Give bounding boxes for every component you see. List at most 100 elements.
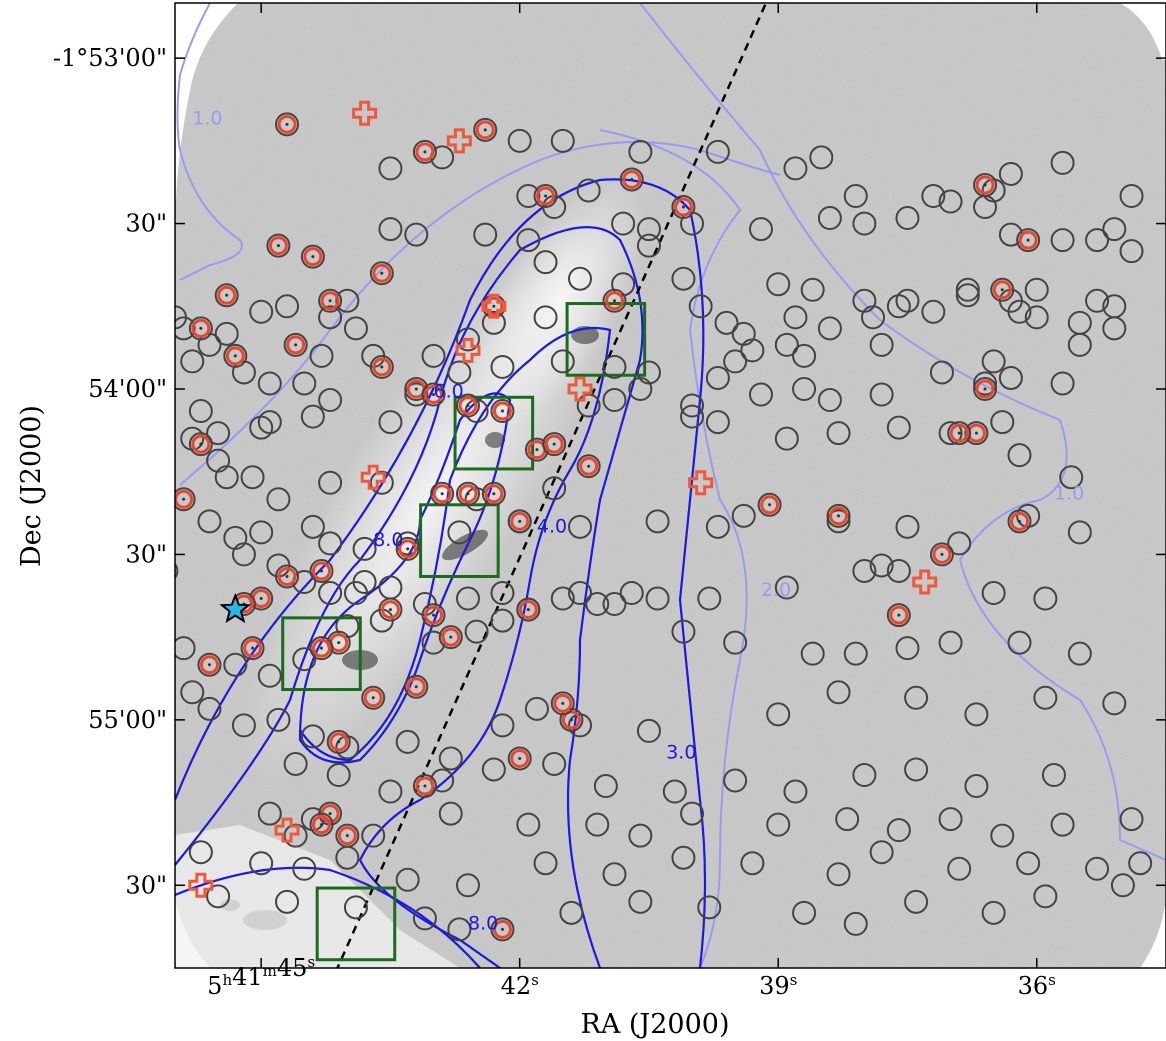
detected-source-marker (369, 354, 394, 379)
source-circle (1059, 465, 1084, 490)
contour-label: 2.0 (761, 579, 791, 601)
source-circle (378, 156, 403, 181)
source-circle (1067, 332, 1092, 357)
source-circle (490, 354, 515, 379)
source-circle (826, 509, 851, 534)
source-circle (326, 763, 351, 787)
source-circle (568, 266, 593, 291)
source-circle (792, 377, 817, 401)
source-circle (175, 316, 196, 341)
source-circle (826, 680, 851, 705)
detected-source-marker (197, 652, 222, 677)
source-circle (318, 581, 343, 606)
source-circle (817, 388, 842, 413)
source-circle (1119, 184, 1144, 208)
source-circle (774, 575, 799, 600)
source-circle (826, 421, 851, 446)
source-circle (964, 702, 989, 727)
cross-marker (188, 872, 214, 898)
source-circle (843, 184, 868, 208)
source-circle (1050, 150, 1075, 175)
source-circle (671, 266, 696, 291)
source-circle (421, 343, 446, 368)
plot-area: 6.0 8.0 4.0 2.0 3.0 1.0 1.0 8.0 5h41m45s 42s 39s 3… (53, 2, 1166, 1000)
source-circle (1007, 299, 1032, 324)
detected-source-marker (175, 562, 179, 580)
source-circle (921, 184, 946, 208)
source-circle (214, 321, 239, 346)
source-circle (300, 724, 325, 749)
contour-3 (175, 178, 707, 968)
source-circle (671, 845, 696, 870)
detected-source-marker (438, 625, 463, 650)
source-circle (731, 503, 756, 528)
source-circle (783, 156, 808, 181)
source-circle (257, 410, 282, 435)
source-circle (585, 592, 610, 617)
source-circle (817, 206, 842, 231)
source-circle (1016, 851, 1041, 876)
x-tick-label: 39s (759, 971, 797, 1000)
detected-source-marker (378, 597, 403, 622)
source-circle (705, 410, 730, 435)
source-circle (343, 316, 368, 341)
detected-source-marker (188, 316, 213, 341)
detected-source-marker (886, 603, 911, 628)
detected-source-marker (671, 195, 696, 220)
source-circle (378, 217, 403, 242)
source-circle (180, 680, 205, 705)
source-circle (998, 365, 1023, 390)
source-circle (464, 619, 489, 644)
detected-source-marker (481, 481, 506, 506)
contour-label: 1.0 (192, 107, 222, 129)
detected-source-marker (309, 812, 334, 837)
source-circle (740, 851, 765, 876)
source-circle (852, 211, 877, 236)
source-circle (412, 906, 437, 931)
source-circle (438, 801, 463, 826)
star-marker (219, 592, 252, 624)
ticks-layer: 5h41m45s 42s 39s 36s -1°53'00" 30" 54'00" 30" 55… (53, 3, 1166, 1000)
contour-label: 8.0 (468, 912, 498, 934)
detected-source-marker (421, 603, 446, 628)
y-tick-label: 30" (125, 210, 167, 238)
source-circle (636, 718, 661, 743)
source-circle (748, 217, 773, 242)
source-circle (895, 514, 920, 539)
source-circle (886, 818, 911, 843)
x-tick-label: 36s (1018, 971, 1056, 1000)
source-circle (175, 636, 196, 661)
source-circle (507, 128, 532, 153)
source-circle (266, 707, 291, 732)
source-circle (955, 277, 980, 302)
source-circle (1033, 586, 1058, 611)
detected-source-marker (275, 564, 300, 589)
y-axis-label: Dec (J2000) (16, 405, 47, 567)
source-circle (800, 277, 825, 302)
source-circle (231, 542, 256, 567)
cross-marker (481, 293, 507, 319)
detected-source-marker (369, 261, 394, 286)
source-circle (723, 349, 748, 374)
source-circle (395, 867, 420, 892)
detected-source-marker (300, 244, 325, 269)
source-circle (680, 393, 705, 418)
source-circle (542, 476, 567, 501)
source-circle (774, 332, 799, 357)
y-tick-label: 30" (125, 871, 167, 899)
cross-marker (912, 569, 938, 595)
source-circle (981, 900, 1006, 925)
source-circle (800, 641, 825, 666)
source-circle (697, 895, 722, 920)
x-tick-label: 5h41m45s (207, 953, 315, 1000)
source-circle (869, 840, 894, 865)
source-circle (490, 713, 515, 738)
source-circle (352, 570, 377, 594)
source-circle (671, 619, 696, 644)
contour-label: 3.0 (666, 741, 696, 763)
detected-source-marker (507, 746, 532, 771)
source-circle (1033, 884, 1058, 909)
source-circle (783, 779, 808, 804)
source-circle (1050, 812, 1075, 837)
source-circle (1041, 763, 1066, 787)
